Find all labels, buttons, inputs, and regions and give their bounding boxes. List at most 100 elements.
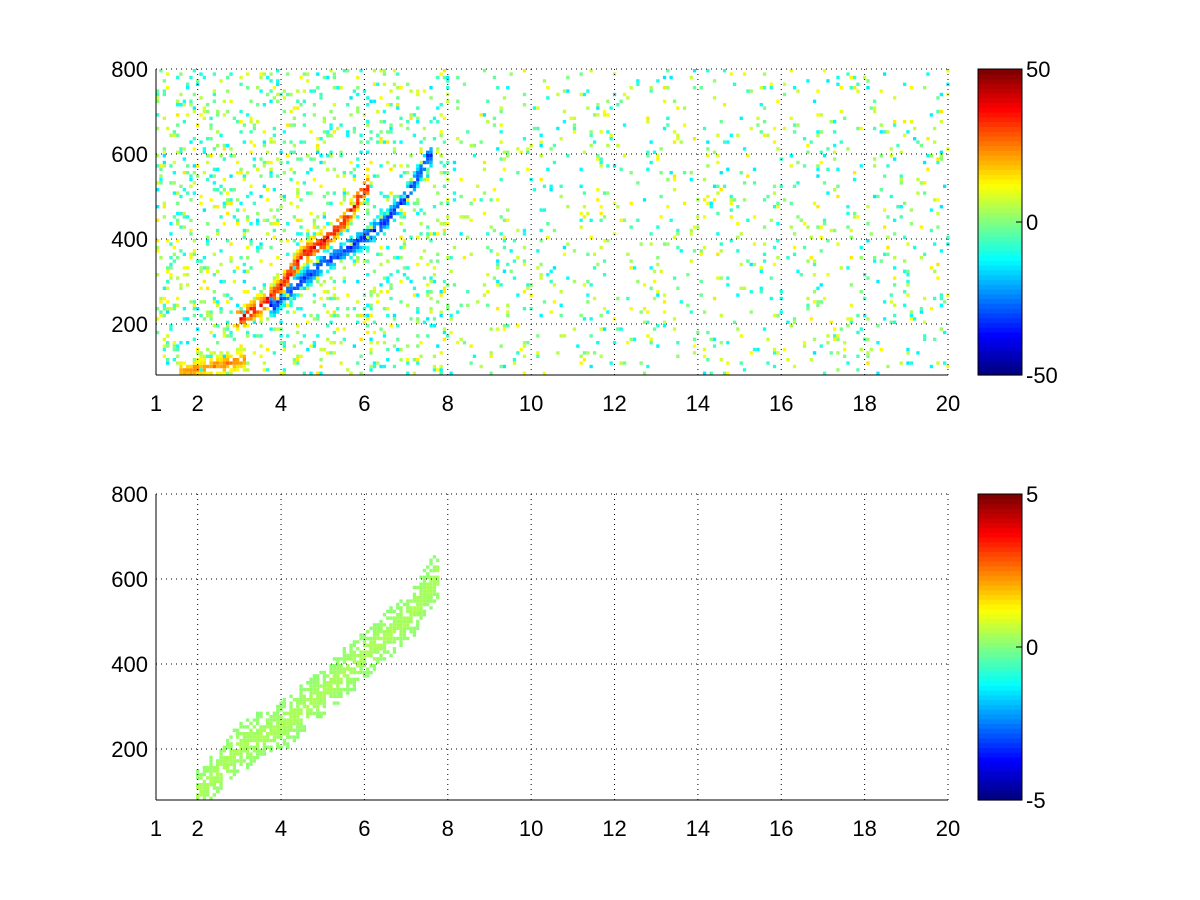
heatmap-cell xyxy=(259,334,263,338)
heatmap-cell xyxy=(346,677,350,681)
heatmap-cell xyxy=(706,358,710,362)
heatmap-cell xyxy=(412,184,417,188)
heatmap-cell xyxy=(272,728,276,732)
heatmap-cell xyxy=(219,133,223,137)
heatmap-cell xyxy=(276,69,280,73)
heatmap-cell xyxy=(506,208,510,212)
heatmap-cell xyxy=(249,721,253,726)
heatmap-cell xyxy=(226,755,230,760)
heatmap-cell xyxy=(272,215,276,219)
heatmap-cell xyxy=(936,262,940,267)
x-tick-label: 20 xyxy=(936,391,960,416)
heatmap-cell xyxy=(242,303,246,307)
heatmap-cell xyxy=(289,201,293,205)
heatmap-cell xyxy=(339,681,343,685)
heatmap-cell xyxy=(346,69,350,73)
heatmap-cell xyxy=(349,371,353,375)
heatmap-cell xyxy=(422,585,427,590)
heatmap-cell xyxy=(316,276,320,280)
heatmap-cell xyxy=(716,154,720,158)
heatmap-cell xyxy=(279,704,283,709)
heatmap-cell xyxy=(689,310,693,314)
heatmap-cell xyxy=(419,232,423,236)
heatmap-cell xyxy=(409,235,413,239)
heatmap-cell xyxy=(296,262,300,267)
heatmap-cell xyxy=(242,358,246,362)
heatmap-cell xyxy=(863,296,867,301)
heatmap-cell xyxy=(379,647,383,651)
heatmap-cell xyxy=(402,273,407,277)
heatmap-cell xyxy=(266,198,270,202)
heatmap-cell xyxy=(232,215,236,219)
heatmap-cell xyxy=(432,589,437,593)
heatmap-cell xyxy=(302,252,306,256)
heatmap-cell xyxy=(299,249,303,253)
heatmap-cell xyxy=(276,303,280,307)
heatmap-cell xyxy=(372,286,377,290)
heatmap-cell xyxy=(863,75,867,80)
heatmap-cell xyxy=(352,653,356,658)
heatmap-cell xyxy=(356,259,360,263)
heatmap-cell xyxy=(342,279,346,284)
heatmap-cell xyxy=(439,371,443,375)
heatmap-cell xyxy=(322,347,326,352)
heatmap-cell xyxy=(899,150,903,154)
heatmap-cell xyxy=(426,235,430,239)
heatmap-cell xyxy=(312,711,316,715)
heatmap-cell xyxy=(349,677,353,681)
heatmap-cell xyxy=(369,640,373,644)
heatmap-cell xyxy=(709,371,713,375)
heatmap-cell xyxy=(332,341,336,345)
heatmap-cell xyxy=(339,259,343,263)
heatmap-cell xyxy=(262,738,266,743)
heatmap-cell xyxy=(292,735,296,739)
heatmap-cell xyxy=(639,310,643,314)
heatmap-cell xyxy=(436,120,440,124)
heatmap-cell xyxy=(199,266,203,270)
heatmap-cell xyxy=(282,273,286,277)
heatmap-cell xyxy=(319,256,323,260)
heatmap-cell xyxy=(316,259,320,263)
heatmap-cell xyxy=(903,120,907,124)
heatmap-cell xyxy=(386,259,390,263)
heatmap-cell xyxy=(836,82,840,86)
heatmap-cell xyxy=(236,735,240,739)
heatmap-cell xyxy=(266,368,270,372)
heatmap-cell xyxy=(199,96,203,100)
heatmap-cell xyxy=(326,239,330,243)
heatmap-cell xyxy=(166,126,170,131)
heatmap-cell xyxy=(369,347,373,352)
heatmap-cell xyxy=(482,293,487,297)
heatmap-cell xyxy=(296,735,300,739)
heatmap-cell xyxy=(356,361,360,365)
heatmap-cell xyxy=(356,313,360,318)
heatmap-cell xyxy=(192,307,196,311)
heatmap-cell xyxy=(422,582,427,586)
heatmap-cell xyxy=(939,303,943,307)
heatmap-cell xyxy=(389,89,393,93)
heatmap-cell xyxy=(236,364,240,369)
heatmap-cell xyxy=(272,140,276,144)
heatmap-cell xyxy=(716,133,720,137)
colorbar-segment xyxy=(978,747,1022,753)
heatmap-cell xyxy=(442,140,447,144)
heatmap-cell xyxy=(843,347,847,352)
heatmap-cell xyxy=(812,262,817,267)
heatmap-cell xyxy=(389,616,393,620)
heatmap-cell xyxy=(929,266,933,270)
heatmap-cell xyxy=(186,266,190,270)
heatmap-cell xyxy=(229,776,233,780)
heatmap-cell xyxy=(276,283,280,287)
heatmap-cell xyxy=(923,160,927,165)
heatmap-cell xyxy=(299,75,303,80)
heatmap-cell xyxy=(636,79,640,83)
heatmap-cell xyxy=(312,276,316,280)
heatmap-cell xyxy=(372,218,377,222)
heatmap-cell xyxy=(366,653,370,658)
heatmap-cell xyxy=(299,684,303,688)
heatmap-cell xyxy=(329,154,333,158)
heatmap-cell xyxy=(359,232,363,236)
heatmap-cell xyxy=(162,89,166,93)
colorbar-segment xyxy=(978,327,1022,333)
heatmap-cell xyxy=(372,650,377,654)
